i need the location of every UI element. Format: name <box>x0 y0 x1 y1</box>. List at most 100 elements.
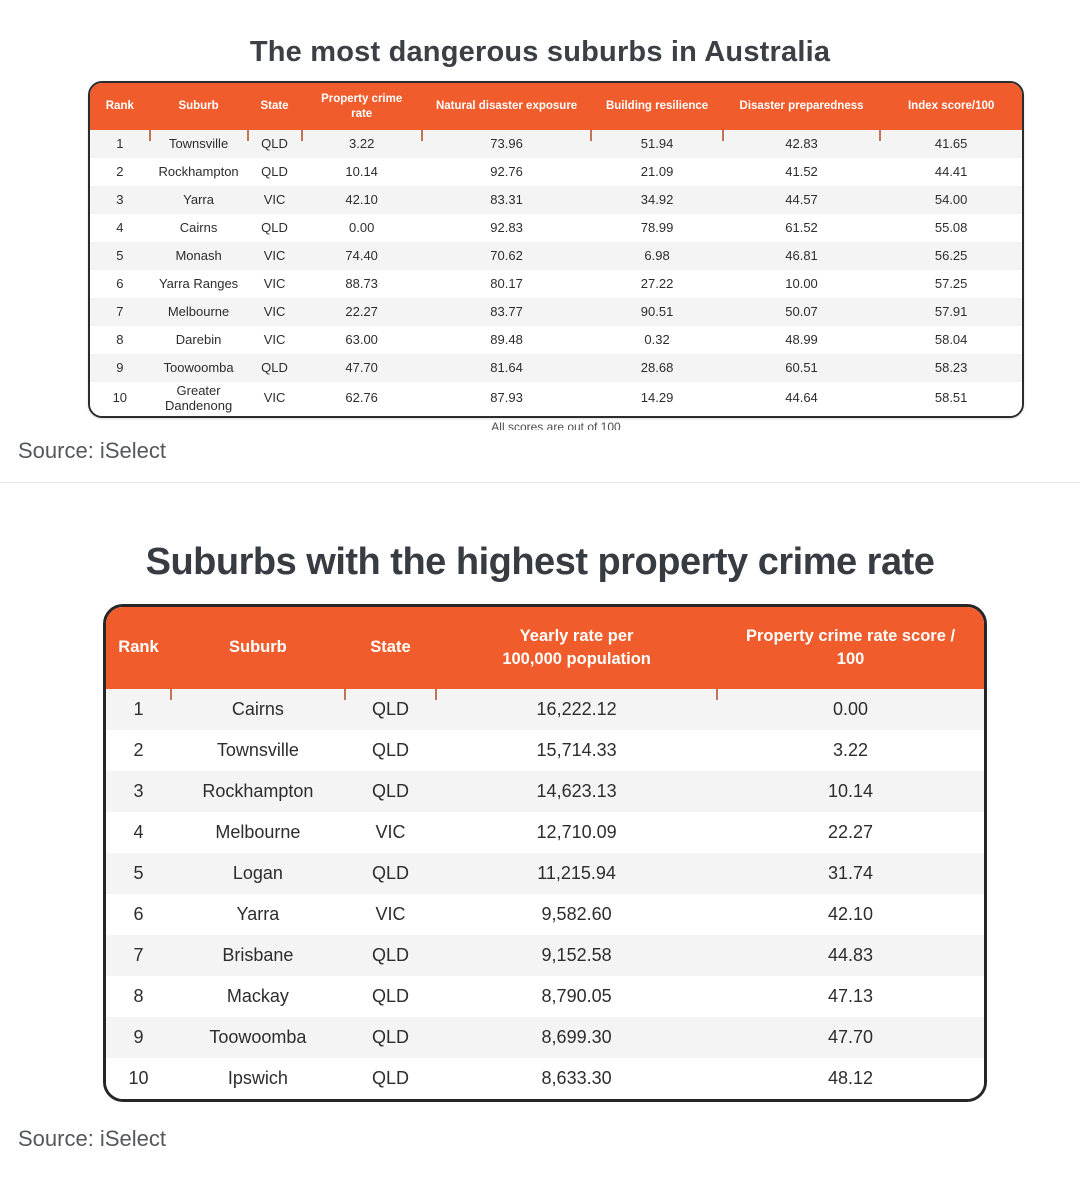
table-cell: 11,215.94 <box>537 863 616 884</box>
table-cell: 28.68 <box>640 359 674 375</box>
column-header: Property crime rate <box>301 83 422 130</box>
table-cell: 47.13 <box>828 986 874 1007</box>
header-row: Rank Suburb State Property crime rate Natura… <box>90 83 1022 130</box>
crime-rate-table-card: Rank Suburb State Yearly rate per 100,000 p… <box>103 603 987 1102</box>
table-row: 6 Yarra Ranges VIC 88.73 80.17 27.22 10.00 57.2… <box>90 270 1022 298</box>
table1-title: The most dangerous suburbs in Australia <box>249 36 831 68</box>
table-cell: VIC <box>263 331 286 347</box>
table-cell: 83.77 <box>490 303 523 319</box>
table-cell: Melbourne <box>215 822 301 843</box>
table-cell: 58.23 <box>934 359 968 375</box>
table-cell: 14.29 <box>640 390 674 406</box>
table-cell: 44.83 <box>828 945 874 966</box>
source-caption-2: Source: iSelect <box>18 1125 166 1151</box>
table-row: 1 Townsville QLD 3.22 73.96 51.94 42.83 41.65 <box>90 130 1022 158</box>
table-cell: 70.62 <box>490 247 523 263</box>
table-cell: 83.31 <box>490 191 523 207</box>
table-cell: 51.94 <box>590 130 722 158</box>
table-row: 2 Rockhampton QLD 10.14 92.76 21.09 41.52 44.41 <box>90 158 1022 186</box>
table-cell: 57.25 <box>934 275 968 291</box>
table-row: 4 Melbourne VIC 12,710.09 22.27 <box>106 811 984 853</box>
table-cell: 7 <box>116 303 124 319</box>
table-cell: 8 <box>116 331 124 347</box>
table-cell: 2 <box>133 740 144 761</box>
column-header: Rank <box>106 606 171 689</box>
table-cell: 44.57 <box>785 191 818 207</box>
table-cell: 9 <box>116 359 124 375</box>
table-cell: 8,633.30 <box>541 1068 612 1089</box>
table-cell: 80.17 <box>490 275 523 291</box>
column-header: Suburb <box>149 83 248 130</box>
source-caption-1: Source: iSelect <box>18 437 166 463</box>
column-header: Property crime rate score / 100 <box>717 606 984 689</box>
table-cell: 22.27 <box>828 822 874 843</box>
table-cell: 15,714.33 <box>536 740 617 761</box>
column-header: State <box>344 606 437 689</box>
table-cell: 6 <box>116 275 124 291</box>
table-cell: QLD <box>246 130 302 158</box>
table-cell: Darebin <box>175 331 222 347</box>
table-cell: 22.27 <box>345 303 378 319</box>
table-cell: 81.64 <box>490 359 523 375</box>
table-row: 4 Cairns QLD 0.00 92.83 78.99 61.52 55.08 <box>90 214 1022 242</box>
table2-title: Suburbs with the highest property crime … <box>145 540 935 583</box>
table-cell: VIC <box>263 275 286 291</box>
table-cell: 9,582.60 <box>541 904 612 925</box>
table-cell: 61.52 <box>785 219 818 235</box>
table-cell: 5 <box>133 863 144 884</box>
table-cell: 14,623.13 <box>536 781 617 802</box>
table-cell: 56.25 <box>934 247 968 263</box>
table-cell: 44.64 <box>785 390 818 406</box>
table-cell: 12,710.09 <box>536 822 617 843</box>
table-cell: VIC <box>263 390 286 406</box>
table-row: 5 Logan QLD 11,215.94 31.74 <box>106 852 984 894</box>
column-header: Index score/100 <box>880 83 1022 130</box>
table-cell: 48.99 <box>785 331 818 347</box>
table-cell: 60.51 <box>785 359 818 375</box>
table-cell: 41.65 <box>879 130 1022 158</box>
dangerous-suburbs-table-card: Rank Suburb State Property crime rate Natura… <box>88 81 1024 418</box>
table-cell: 0.32 <box>644 331 670 347</box>
table-cell: 44.41 <box>934 163 968 179</box>
table-row: 5 Monash VIC 74.40 70.62 6.98 46.81 56.25 <box>90 242 1022 270</box>
table-cell: 89.48 <box>490 331 523 347</box>
table-cell: Toowoomba <box>163 359 234 375</box>
table-cell: QLD <box>371 863 409 884</box>
table-cell: 62.76 <box>345 390 378 406</box>
table-cell: 87.93 <box>490 390 523 406</box>
table-cell: 58.04 <box>934 331 968 347</box>
data-table: Rank Suburb State Property crime rate Natura… <box>90 83 1022 416</box>
table-cell: 10 <box>128 1068 149 1089</box>
table-cell: Brisbane <box>222 945 294 966</box>
table-row: 10 Ipswich QLD 8,633.30 48.12 <box>106 1057 984 1099</box>
table-cell: QLD <box>261 219 288 235</box>
table-row: 3 Yarra VIC 42.10 83.31 34.92 44.57 54.00 <box>90 186 1022 214</box>
table-cell: 47.70 <box>828 1027 874 1048</box>
table-cell: QLD <box>371 1027 409 1048</box>
table-cell: VIC <box>263 303 286 319</box>
table-cell: 3 <box>133 781 144 802</box>
table-cell: 7 <box>133 945 144 966</box>
table-cell: Melbourne <box>167 303 230 319</box>
table-cell: 55.08 <box>934 219 968 235</box>
table-cell: 92.76 <box>490 163 523 179</box>
table-cell: Yarra <box>236 904 280 925</box>
table-cell: Greater Dandenong <box>164 383 233 413</box>
table-cell: 46.81 <box>785 247 818 263</box>
table-cell: 5 <box>116 247 124 263</box>
table-cell: 42.10 <box>828 904 874 925</box>
table-cell: 10.14 <box>828 781 874 802</box>
column-header: Yearly rate per 100,000 population <box>436 606 718 689</box>
table-row: 2 Townsville QLD 15,714.33 3.22 <box>106 729 984 771</box>
table-cell: 57.91 <box>934 303 968 319</box>
column-header: Natural disaster exposure <box>421 83 592 130</box>
table1-footnote: All scores are out of 100 <box>491 419 621 430</box>
table-cell: QLD <box>371 740 409 761</box>
column-header: Building resilience <box>591 83 723 130</box>
table-cell: Toowoomba <box>209 1027 307 1048</box>
table-cell: 73.96 <box>420 130 592 158</box>
column-header: Disaster preparedness <box>722 83 881 130</box>
column-header: Suburb <box>170 606 345 689</box>
table-cell: 6.98 <box>644 247 670 263</box>
table-cell: 63.00 <box>345 331 378 347</box>
